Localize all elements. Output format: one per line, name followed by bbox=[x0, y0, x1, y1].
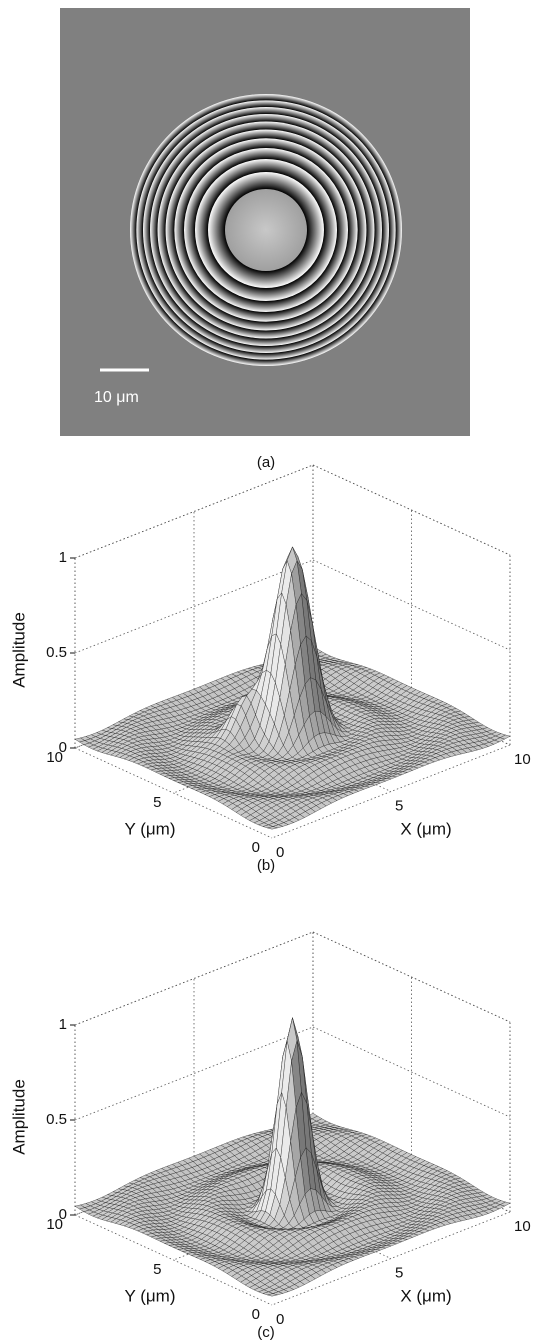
y-tick-label: 5 bbox=[153, 794, 161, 811]
x-tick-label: 10 bbox=[514, 1218, 531, 1235]
grid-line bbox=[313, 932, 510, 1022]
y-tick-label: 5 bbox=[153, 1261, 161, 1278]
x-axis-label: X (μm) bbox=[400, 1286, 451, 1305]
y-tick-label: 10 bbox=[46, 1216, 63, 1233]
x-axis-label: X (μm) bbox=[400, 819, 451, 838]
z-axis-label: Amplitude bbox=[9, 1079, 28, 1155]
z-axis-label: Amplitude bbox=[9, 612, 28, 688]
phase-zone bbox=[225, 189, 307, 271]
z-tick-label: 0.5 bbox=[46, 644, 67, 661]
grid-line bbox=[313, 465, 510, 555]
z-tick-label: 0.5 bbox=[46, 1111, 67, 1128]
y-axis-label: Y (μm) bbox=[124, 1286, 175, 1305]
surface bbox=[75, 1018, 510, 1296]
caption: (a) bbox=[257, 454, 275, 471]
phase-rings bbox=[130, 94, 402, 366]
x-tick-label: 0 bbox=[276, 844, 284, 861]
grid-line bbox=[313, 1027, 510, 1117]
x-tick-label: 0 bbox=[276, 1311, 284, 1328]
grid-line bbox=[313, 560, 510, 650]
x-tick-label: 5 bbox=[395, 797, 403, 814]
x-tick-label: 10 bbox=[514, 751, 531, 768]
surface-plot: 00.5105100510AmplitudeY (μm)X (μm)(c) bbox=[9, 932, 530, 1341]
y-tick-label: 0 bbox=[252, 1306, 260, 1323]
scale-bar-label: 10 μm bbox=[94, 389, 139, 406]
y-tick-label: 0 bbox=[252, 839, 260, 856]
y-axis-label: Y (μm) bbox=[124, 819, 175, 838]
caption: (c) bbox=[257, 1324, 275, 1341]
surface-plot: 00.5105100510AmplitudeY (μm)X (μm)(b) bbox=[9, 465, 530, 874]
surface bbox=[75, 547, 510, 829]
x-tick-label: 5 bbox=[395, 1264, 403, 1281]
y-tick-label: 10 bbox=[46, 749, 63, 766]
caption: (b) bbox=[257, 857, 275, 874]
z-tick-label: 1 bbox=[59, 549, 67, 566]
z-tick-label: 1 bbox=[59, 1016, 67, 1033]
